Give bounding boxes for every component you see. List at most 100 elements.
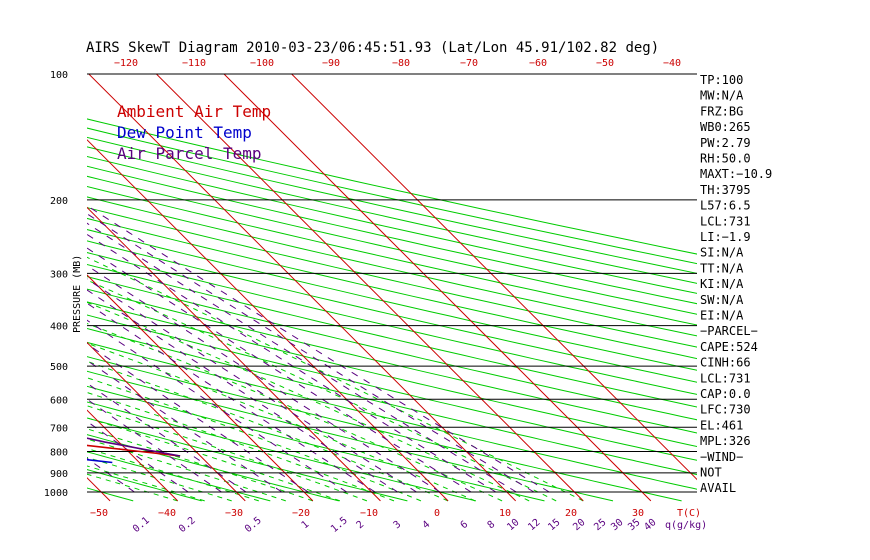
isotherm-line	[87, 341, 246, 502]
stability-index-entry: RH:50.0	[700, 152, 751, 166]
bottom-temperature-tick-label: −30	[225, 508, 243, 519]
dry-adiabat-line	[87, 417, 408, 502]
pressure-tick-label: 300	[50, 269, 68, 280]
bottom-temperature-tick-label: 0	[434, 508, 440, 519]
dry-adiabat-line	[87, 451, 271, 502]
pressure-tick-label: 800	[50, 447, 68, 458]
stability-indices-panel: TP:100MW:N/AFRZ:BGWB0:265PW:2.79RH:50.0M…	[700, 73, 772, 495]
isotherm-line	[87, 139, 449, 502]
dry-adiabat-line	[87, 165, 697, 305]
bottom-temperature-tick-label: 10	[499, 508, 511, 519]
mixing-ratio-line	[87, 382, 247, 493]
top-temperature-tick-label: −110	[182, 58, 206, 69]
dry-adiabat-line	[87, 401, 477, 502]
top-temperature-tick-label: −120	[114, 58, 138, 69]
mixing-ratio-line	[87, 420, 189, 493]
top-temperature-tick-label: −100	[250, 58, 274, 69]
pressure-tick-label: 900	[50, 469, 68, 480]
dry-adiabat-line	[87, 155, 697, 294]
stability-index-entry: TP:100	[700, 73, 743, 87]
pressure-tick-label: 100	[50, 70, 68, 81]
legend-entry: Ambient Air Temp	[117, 102, 271, 121]
stability-index-entry: L57:6.5	[700, 199, 751, 213]
stability-index-entry: −PARCEL−	[700, 324, 758, 338]
dry-adiabat-line	[87, 263, 697, 408]
isotherm-line	[155, 74, 584, 502]
stability-index-entry: KI:N/A	[700, 277, 744, 291]
pressure-tick-label: 200	[50, 196, 68, 207]
bottom-temperature-tick-label: −50	[90, 508, 108, 519]
dry-adiabats	[87, 118, 697, 502]
pressure-tick-label: 700	[50, 423, 68, 434]
isobars	[87, 73, 697, 493]
top-temperature-tick-label: −60	[529, 58, 547, 69]
stability-index-entry: SI:N/A	[700, 246, 744, 260]
isotherm-line	[223, 74, 652, 502]
top-temperature-tick-label: −80	[392, 58, 410, 69]
axis-tick-labels: −120 −110 −100 −90 −80 −70 −60 −50 −40−50 −40 −30−…	[44, 58, 681, 535]
stability-index-entry: CAP:0.0	[700, 387, 751, 401]
dry-adiabat-line	[87, 229, 697, 371]
dry-adiabat-line	[87, 196, 697, 337]
isotherm-line	[87, 409, 179, 502]
dry-adiabat-line	[87, 252, 697, 395]
dry-adiabat-line	[87, 207, 697, 348]
stability-index-entry: MW:N/A	[700, 89, 744, 103]
pressure-tick-label: 400	[50, 322, 68, 333]
dry-adiabat-line	[87, 288, 697, 434]
bottom-temperature-tick-label: −10	[360, 508, 378, 519]
stability-index-entry: PW:2.79	[700, 136, 751, 150]
stability-index-entry: FRZ:BG	[700, 104, 743, 118]
dry-adiabat-line	[87, 217, 697, 360]
top-temperature-tick-label: −70	[460, 58, 478, 69]
stability-index-entry: NOT	[700, 466, 722, 480]
bottom-temperature-tick-label: 30	[632, 508, 644, 519]
pressure-tick-label: 1000	[44, 488, 68, 499]
dry-adiabat-line	[87, 175, 697, 315]
mixing-ratio-tick-label: 4	[421, 519, 433, 531]
mixing-ratio-line	[87, 457, 135, 493]
stability-index-entry: LCL:731	[700, 214, 751, 228]
mixing-ratio-line	[87, 398, 222, 493]
stability-index-entry: TH:3795	[700, 183, 751, 197]
isotherms	[87, 74, 697, 502]
mixing-ratio-line	[87, 213, 535, 493]
dry-adiabat-line	[87, 341, 697, 490]
x-axis-units-label: T(C)	[677, 508, 701, 519]
dry-adiabat-line	[87, 469, 202, 502]
dry-adiabat-line	[87, 127, 697, 265]
bottom-temperature-tick-label: 20	[565, 508, 577, 519]
stability-index-entry: TT:N/A	[700, 261, 744, 275]
mixing-ratio-line	[87, 359, 283, 493]
stability-index-entry: MPL:326	[700, 434, 751, 448]
y-axis-label: PRESSURE (MB)	[72, 255, 83, 333]
mixing-ratio-tick-label: 8	[486, 519, 498, 531]
bottom-temperature-tick-label: −20	[292, 508, 310, 519]
isotherm-line	[87, 274, 314, 502]
dry-adiabat-line	[87, 385, 545, 502]
mixing-ratio-line	[87, 205, 550, 493]
legend-entry: Air Parcel Temp	[117, 144, 262, 163]
stability-index-entry: CAPE:524	[700, 340, 758, 354]
stability-index-entry: LCL:731	[700, 371, 751, 385]
bottom-temperature-tick-label: −40	[158, 508, 176, 519]
isotherm-line	[290, 74, 697, 481]
top-temperature-tick-label: −50	[596, 58, 614, 69]
dry-adiabat-line	[87, 276, 697, 421]
chart-title: AIRS SkewT Diagram 2010-03-23/06:45:51.9…	[86, 40, 659, 56]
stability-index-entry: MAXT:−10.9	[700, 167, 772, 181]
pressure-tick-label: 500	[50, 362, 68, 373]
mixing-ratio-units-label: q(g/kg)	[665, 520, 707, 531]
stability-index-entry: CINH:66	[700, 356, 751, 370]
dry-adiabat-line	[87, 118, 697, 255]
top-temperature-tick-label: −40	[663, 58, 681, 69]
dry-adiabat-line	[87, 186, 697, 326]
stability-index-entry: SW:N/A	[700, 293, 744, 307]
dry-adiabat-line	[87, 301, 697, 448]
legend-entry: Dew Point Temp	[117, 123, 252, 142]
dry-adiabat-line	[87, 314, 697, 461]
mixing-ratio-tick-label: 6	[459, 519, 471, 531]
dry-adiabat-line	[87, 240, 697, 383]
